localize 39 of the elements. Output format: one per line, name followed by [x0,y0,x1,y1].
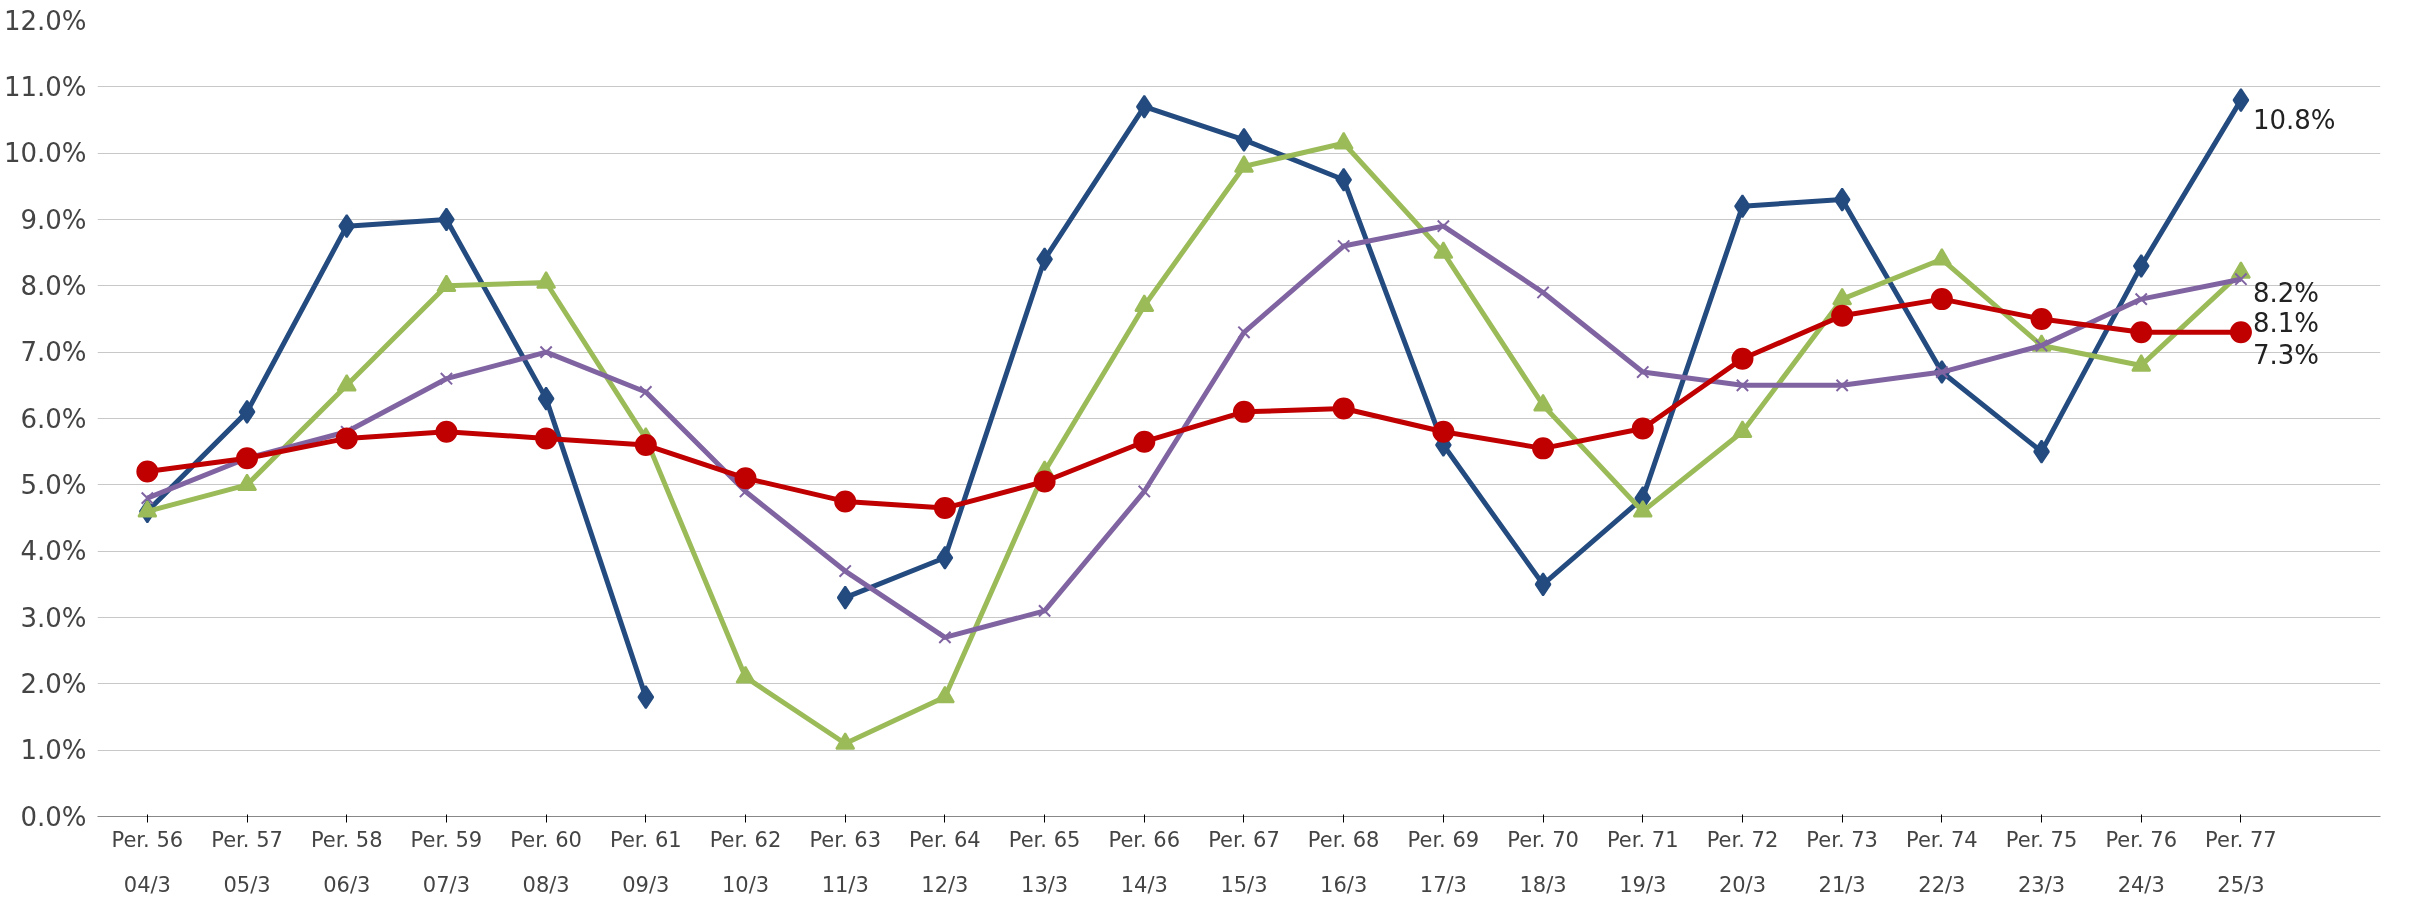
x-tick-label: Per. 66 14/3 [1108,827,1181,898]
y-tick-label: 9.0% [20,204,87,235]
x-tick-label: Per. 76 24/3 [2105,827,2178,898]
x-tick-label: Per. 57 05/3 [211,827,283,898]
data-label: 8.2% [2252,277,2319,308]
x-tick-label: Per. 58 06/3 [310,827,383,898]
x-tick-label: Per. 60 08/3 [510,827,582,898]
x-tick-label: Per. 56 04/3 [111,827,184,898]
y-tick-label: 8.0% [20,270,87,301]
data-label: 10.8% [2252,105,2336,136]
y-tick-label: 12.0% [3,5,87,36]
x-tick-label: Per. 68 16/3 [1307,827,1380,898]
x-tick-label: Per. 70 18/3 [1507,827,1579,898]
x-tick-label: Per. 71 19/3 [1606,827,1679,898]
y-tick-label: 2.0% [20,668,87,699]
x-tick-label: Per. 61 09/3 [610,827,682,898]
x-tick-label: Per. 72 20/3 [1706,827,1779,898]
x-tick-label: Per. 74 22/3 [1906,827,1978,898]
data-label: 7.3% [2252,340,2319,371]
x-tick-label: Per. 63 11/3 [809,827,882,898]
y-tick-label: 11.0% [3,71,87,102]
x-tick-label: Per. 62 10/3 [709,827,782,898]
y-tick-label: 4.0% [20,536,87,567]
data-label: 8.1% [2252,307,2319,338]
y-tick-label: 1.0% [20,735,87,766]
x-tick-label: Per. 73 21/3 [1806,827,1878,898]
x-tick-label: Per. 59 07/3 [410,827,483,898]
x-tick-label: Per. 75 23/3 [2005,827,2078,898]
y-tick-label: 7.0% [20,337,87,368]
y-tick-label: 0.0% [20,801,87,832]
x-tick-label: Per. 67 15/3 [1208,827,1280,898]
y-tick-label: 10.0% [3,138,87,169]
x-tick-label: Per. 77 25/3 [2205,827,2277,898]
x-tick-label: Per. 65 13/3 [1008,827,1081,898]
x-tick-label: Per. 64 12/3 [909,827,981,898]
y-tick-label: 6.0% [20,403,87,434]
y-tick-label: 5.0% [20,469,87,500]
x-tick-label: Per. 69 17/3 [1407,827,1480,898]
y-tick-label: 3.0% [20,602,87,633]
